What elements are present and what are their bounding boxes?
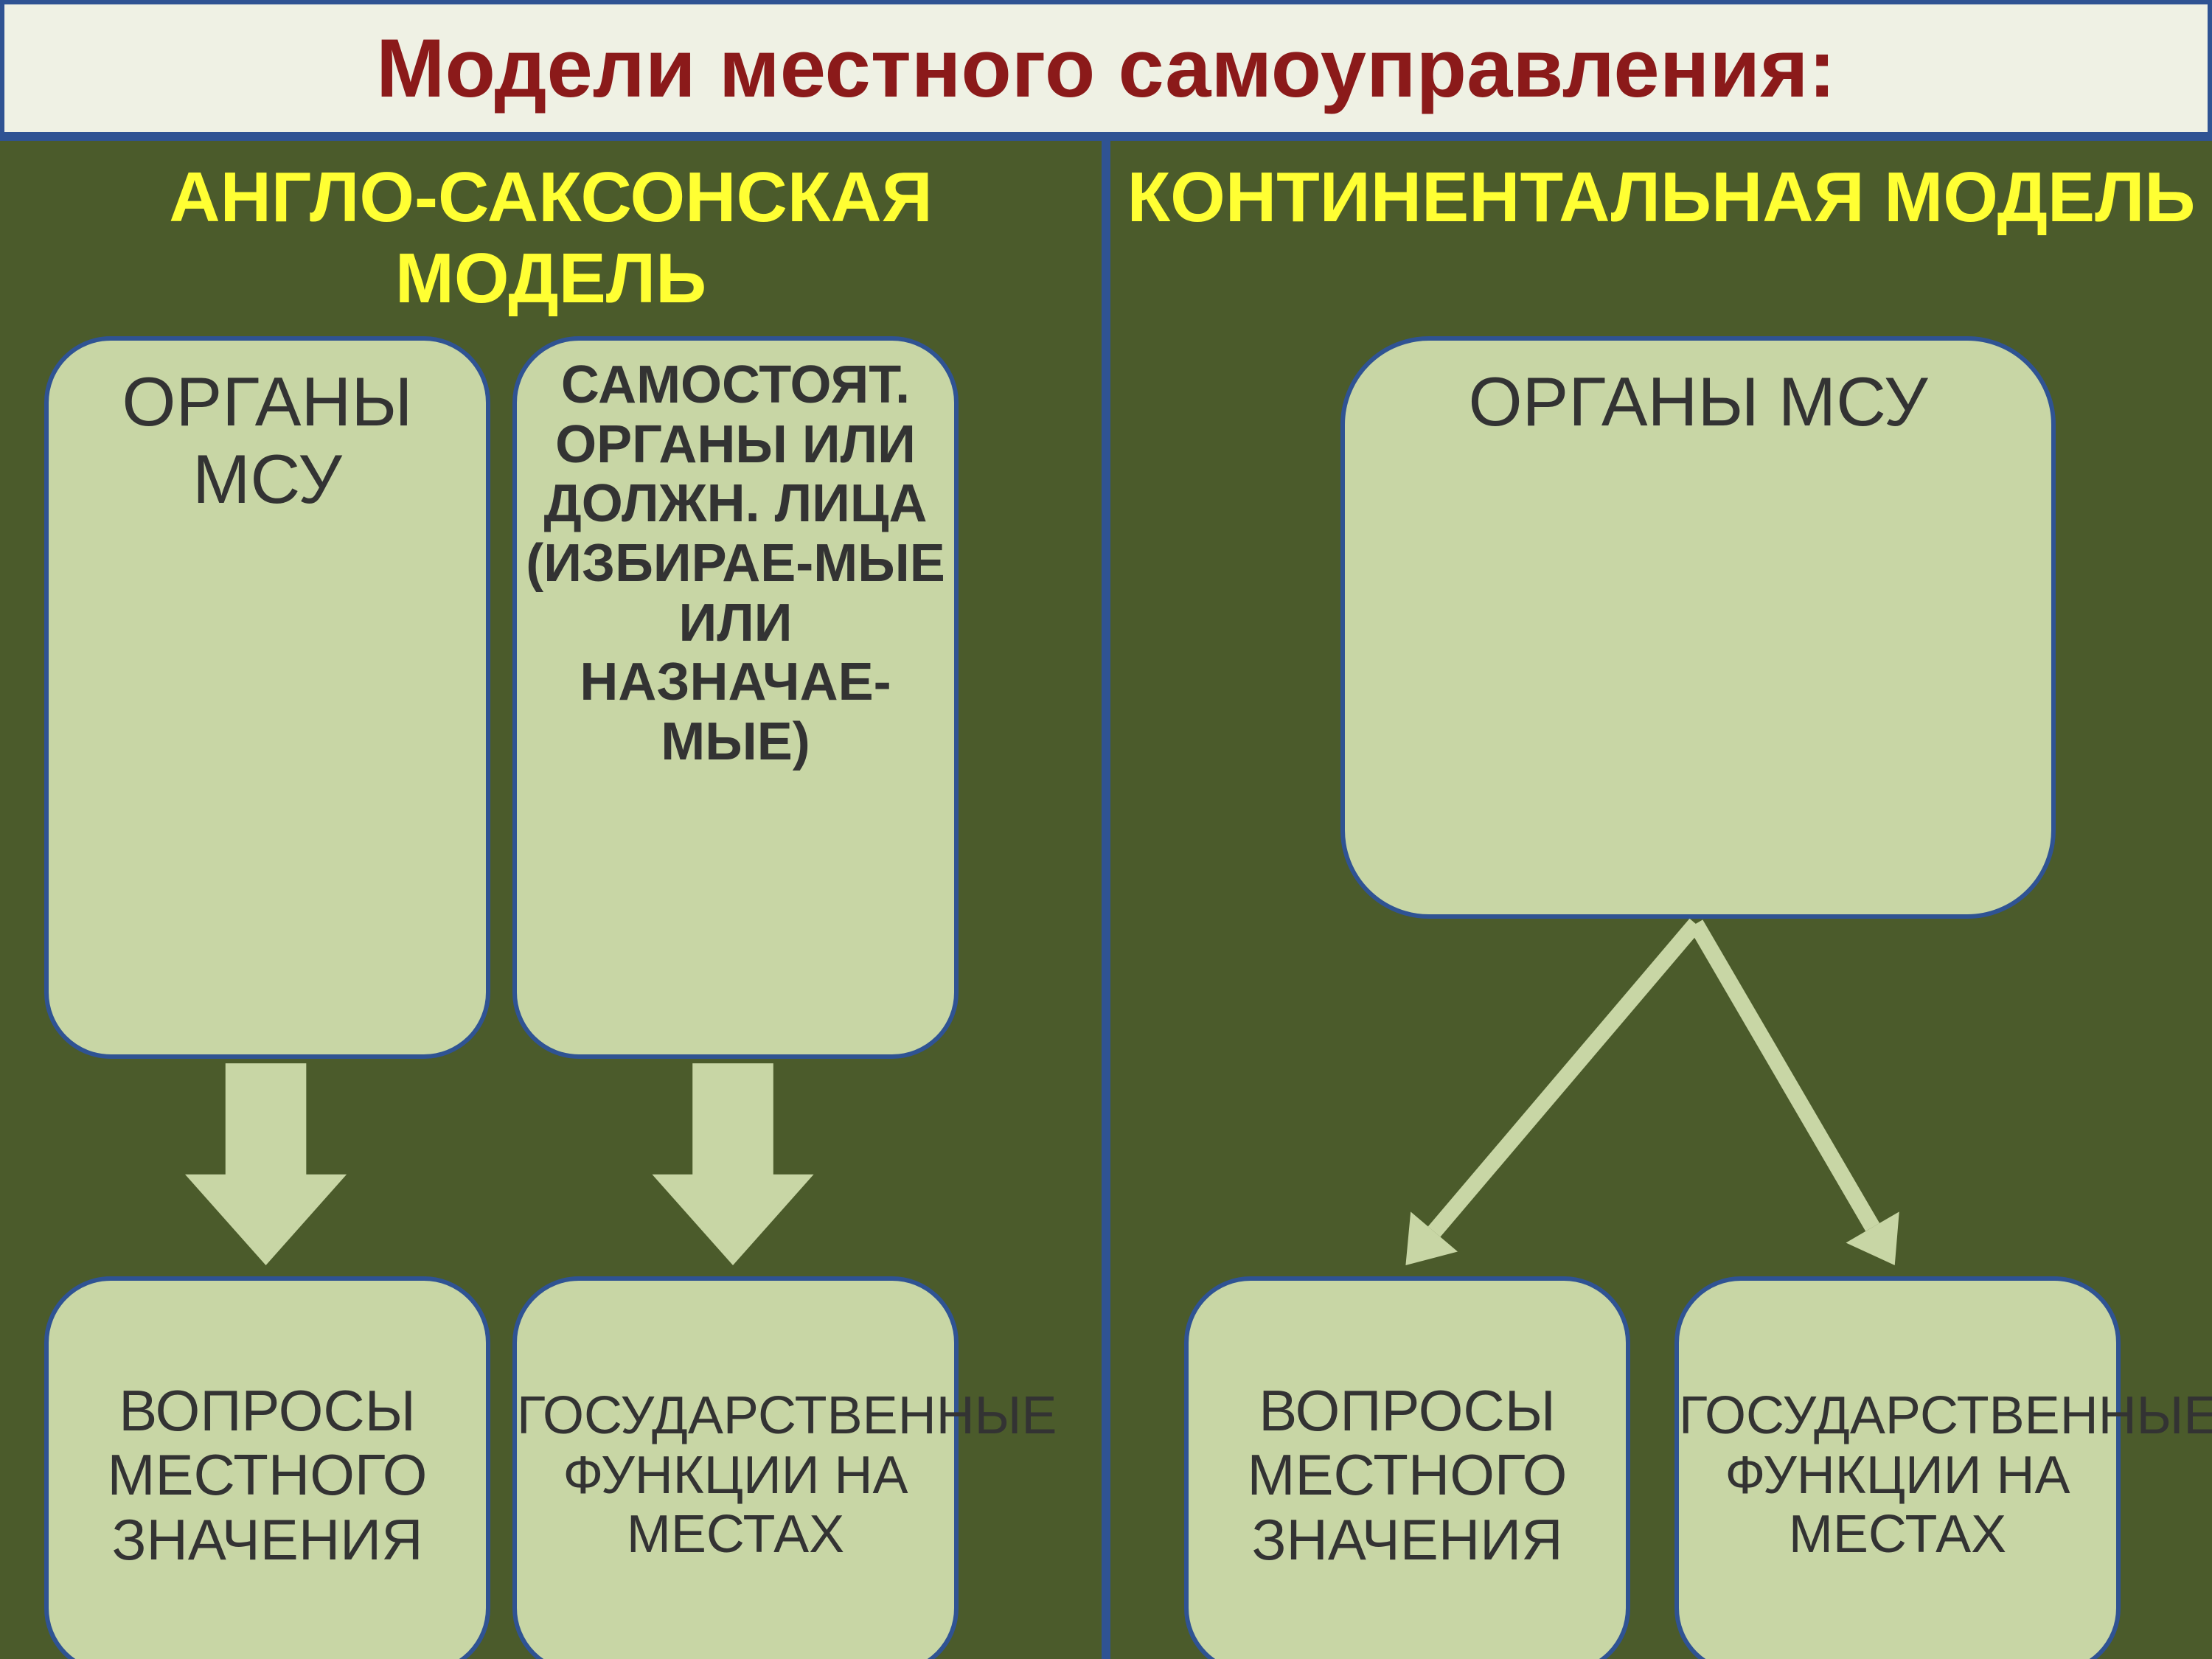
node-left_top_right: САМОСТОЯТ. ОРГАНЫ ИЛИ ДОЛЖН. ЛИЦА (ИЗБИР… xyxy=(512,336,959,1059)
node-label: ВОПРОСЫ МЕСТНОГО ЗНАЧЕНИЯ xyxy=(49,1379,486,1572)
slide-title-text: Модели местного самоуправления: xyxy=(376,21,1836,116)
node-left_top_left: ОРГАНЫ МСУ xyxy=(44,336,490,1059)
panel-continental: КОНТИНЕНТАЛЬНАЯ МОДЕЛЬ ОРГАНЫ МСУ ВОПРОСЫ… xyxy=(1106,136,2212,1659)
arrow-down-icon xyxy=(652,1063,813,1265)
slide-title: Модели местного самоуправления: xyxy=(0,0,2212,136)
node-label: ВОПРОСЫ МЕСТНОГО ЗНАЧЕНИЯ xyxy=(1189,1379,1626,1572)
node-right_bottom_left: ВОПРОСЫ МЕСТНОГО ЗНАЧЕНИЯ xyxy=(1184,1276,1630,1659)
arrow-down-icon xyxy=(185,1063,347,1265)
node-left_bottom_right: ГОСУДАРСТВЕННЫЕ ФУНКЦИИ НА МЕСТАХ xyxy=(512,1276,959,1659)
node-label: ОРГАНЫ МСУ xyxy=(1345,341,2051,440)
node-label: ОРГАНЫ МСУ xyxy=(49,341,486,518)
panels-container: АНГЛО-САКСОНСКАЯ МОДЕЛЬ ОРГАНЫ МСУСАМОСТ… xyxy=(0,136,2212,1659)
node-label: ГОСУДАРСТВЕННЫЕ ФУНКЦИИ НА МЕСТАХ xyxy=(511,1386,960,1565)
node-right_top: ОРГАНЫ МСУ xyxy=(1340,336,2056,919)
arrow-line-icon xyxy=(1405,924,1695,1265)
panel-continental-title: КОНТИНЕНТАЛЬНАЯ МОДЕЛЬ xyxy=(1110,157,2212,238)
node-left_bottom_left: ВОПРОСЫ МЕСТНОГО ЗНАЧЕНИЯ xyxy=(44,1276,490,1659)
panel-anglo-saxon-title: АНГЛО-САКСОНСКАЯ МОДЕЛЬ xyxy=(0,157,1102,320)
arrow-line-icon xyxy=(1696,924,1899,1265)
node-label: САМОСТОЯТ. ОРГАНЫ ИЛИ ДОЛЖН. ЛИЦА (ИЗБИР… xyxy=(517,341,954,771)
node-label: ГОСУДАРСТВЕННЫЕ ФУНКЦИИ НА МЕСТАХ xyxy=(1673,1386,2122,1565)
panel-anglo-saxon: АНГЛО-САКСОНСКАЯ МОДЕЛЬ ОРГАНЫ МСУСАМОСТ… xyxy=(0,136,1106,1659)
node-right_bottom_right: ГОСУДАРСТВЕННЫЕ ФУНКЦИИ НА МЕСТАХ xyxy=(1674,1276,2121,1659)
diagram-canvas: Модели местного самоуправления: АНГЛО-СА… xyxy=(0,0,2212,1659)
